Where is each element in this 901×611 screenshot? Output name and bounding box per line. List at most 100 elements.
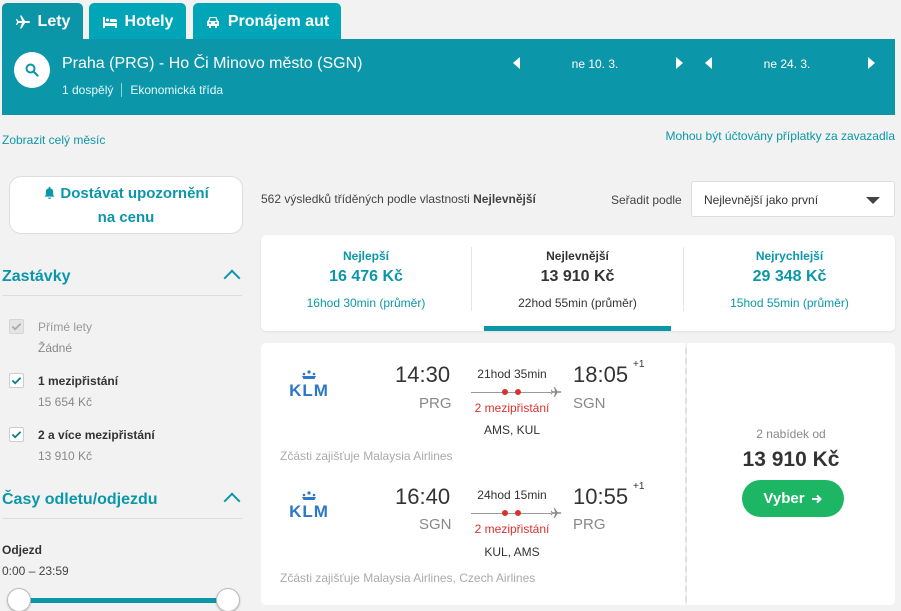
return-date[interactable]: ne 24. 3.: [763, 57, 811, 71]
stops-filter-title: Zastávky: [2, 268, 71, 285]
sort-select-value: Nejlevnější jako první: [704, 193, 819, 207]
chevron-up-icon: [223, 492, 241, 510]
sort-tab-best[interactable]: Nejlepší 16 476 Kč 16hod 30min (průměr): [261, 235, 471, 331]
tab-flights-label: Lety: [37, 12, 71, 30]
leg2-stop-dot: [502, 510, 508, 516]
tab-car-rental[interactable]: Pronájem aut: [193, 3, 341, 40]
leg1-via: AMS, KUL: [483, 423, 540, 437]
depart-prev-arrow-icon[interactable]: [513, 57, 520, 69]
depart-time-slider-max-handle[interactable]: [216, 588, 240, 611]
divider: [121, 83, 123, 97]
checkmark-icon: [11, 323, 22, 331]
sort-tab-fastest-title: Nejrychlejší: [755, 249, 824, 263]
search-icon: [25, 63, 39, 77]
leg2-arrival-time: 10:55: [573, 484, 629, 509]
leg2-departure-airport: SGN: [419, 516, 452, 533]
crown-icon: [302, 370, 316, 379]
cabin-text: Ekonomická třída: [130, 83, 224, 97]
sort-tab-fastest-price: 29 348 Kč: [752, 268, 827, 285]
results-count-text: 562 výsledků tříděných podle vlastnosti: [261, 192, 470, 206]
airline-name: KLM: [289, 502, 329, 521]
tab-flights[interactable]: Lety: [2, 3, 83, 40]
price-alert-line1: Dostávat upozornění: [60, 185, 209, 202]
result-price-panel: [687, 343, 895, 605]
return-next-arrow-icon[interactable]: [868, 57, 875, 69]
arrow-right-icon: [811, 494, 822, 503]
two-plus-stops-label: 2 a více mezipřistání: [38, 428, 155, 442]
leg2-arrival-day-offset: +1: [633, 481, 645, 492]
leg1-arrival-airport: SGN: [573, 395, 606, 412]
price-alert-button[interactable]: Dostávat upozornění na cenu: [9, 176, 243, 234]
stops-filter-header[interactable]: Zastávky: [2, 268, 242, 296]
leg2-route-line: [471, 513, 551, 514]
bell-icon: [44, 186, 55, 199]
bed-icon: [102, 16, 117, 28]
airline-logo: KLM: [289, 370, 329, 401]
leg2-via: KUL, AMS: [484, 545, 540, 559]
depart-time-slider-track[interactable]: [16, 598, 230, 603]
crown-icon: [302, 491, 316, 500]
leg2-stop-dot: [515, 510, 521, 516]
return-prev-arrow-icon[interactable]: [705, 57, 712, 69]
product-tabs: Lety Hotely Pronájem aut: [0, 0, 901, 40]
sort-tabs: Nejlepší 16 476 Kč 16hod 30min (průměr) …: [261, 235, 895, 331]
sort-tab-cheapest-duration: 22hod 55min (průměr): [518, 296, 637, 310]
two-plus-stops-price: 13 910 Kč: [38, 449, 93, 463]
times-filter-title: Časy odletu/odjezdu: [2, 491, 158, 508]
divider: [683, 247, 684, 311]
price-alert-line2: na cenu: [97, 209, 155, 226]
leg1-stop-dot: [502, 389, 508, 395]
leg2-arrival-airport: PRG: [573, 516, 606, 533]
passenger-cabin-summary[interactable]: 1 dospělý Ekonomická třída: [62, 83, 223, 97]
tab-hotels[interactable]: Hotely: [89, 3, 186, 40]
one-stop-checkbox[interactable]: [9, 373, 24, 388]
depart-next-arrow-icon[interactable]: [676, 57, 683, 69]
leg2-duration: 24hod 15min: [477, 488, 547, 502]
sort-tab-best-duration: 16hod 30min (průměr): [306, 296, 426, 310]
leg2-departure-time: 16:40: [395, 484, 451, 509]
plane-icon: [15, 15, 30, 28]
airline-logo: KLM: [289, 491, 329, 522]
sort-tab-fastest-duration: 15hod 55min (průměr): [730, 296, 849, 310]
leg1-stops: 2 mezipřistání: [474, 401, 550, 415]
two-plus-stops-checkbox[interactable]: [9, 427, 24, 442]
sort-tab-cheapest-title: Nejlevnější: [546, 249, 609, 263]
checkmark-icon: [11, 431, 22, 439]
depart-time-label: Odjezd: [2, 543, 43, 557]
route-text[interactable]: Praha (PRG) - Ho Či Minovo město (SGN): [62, 55, 363, 72]
search-button[interactable]: [14, 52, 50, 88]
sort-select[interactable]: Nejlevnější jako první: [691, 181, 895, 217]
divider: [471, 247, 472, 311]
direct-flights-price: Žádné: [38, 341, 73, 355]
select-flight-label: Vyber: [763, 490, 805, 507]
leg1-departure-airport: PRG: [419, 395, 452, 412]
caret-down-icon: [866, 197, 880, 204]
leg2-stops: 2 mezipřistání: [474, 522, 550, 536]
direct-flights-checkbox[interactable]: [9, 319, 24, 334]
sort-tab-cheapest[interactable]: Nejlevnější 13 910 Kč 22hod 55min (průmě…: [472, 235, 683, 331]
sort-tab-fastest[interactable]: Nejrychlejší 29 348 Kč 15hod 55min (prům…: [684, 235, 895, 331]
times-filter-header[interactable]: Časy odletu/odjezdu: [2, 491, 242, 519]
card-divider: [685, 348, 687, 602]
select-flight-button[interactable]: Vyber: [742, 480, 844, 517]
sort-tab-cheapest-price: 13 910 Kč: [540, 268, 615, 285]
leg1-route-line: [471, 392, 551, 393]
one-stop-price: 15 654 Kč: [38, 395, 93, 409]
depart-time-slider-min-handle[interactable]: [7, 588, 31, 611]
result-price: 13 910 Kč: [742, 448, 840, 471]
plane-icon: [550, 387, 562, 397]
leg1-duration: 21hod 35min: [477, 367, 547, 381]
plane-icon: [550, 508, 562, 518]
depart-date[interactable]: ne 10. 3.: [571, 57, 619, 71]
leg1-departure-time: 14:30: [395, 362, 451, 387]
leg1-arrival-time: 18:05: [573, 362, 629, 387]
search-summary-bar: Praha (PRG) - Ho Či Minovo město (SGN) 1…: [2, 39, 895, 115]
result-card[interactable]: [261, 343, 685, 605]
direct-flights-label: Přímé lety: [38, 320, 93, 334]
checkmark-icon: [11, 377, 22, 385]
show-whole-month-link[interactable]: Zobrazit celý měsíc: [2, 133, 106, 147]
airline-name: KLM: [289, 381, 329, 400]
results-count: 562 výsledků tříděných podle vlastnosti …: [261, 192, 536, 206]
sort-tab-active-indicator: [484, 326, 671, 331]
baggage-fees-link[interactable]: Mohou být účtovány příplatky za zavazadl…: [665, 129, 895, 143]
